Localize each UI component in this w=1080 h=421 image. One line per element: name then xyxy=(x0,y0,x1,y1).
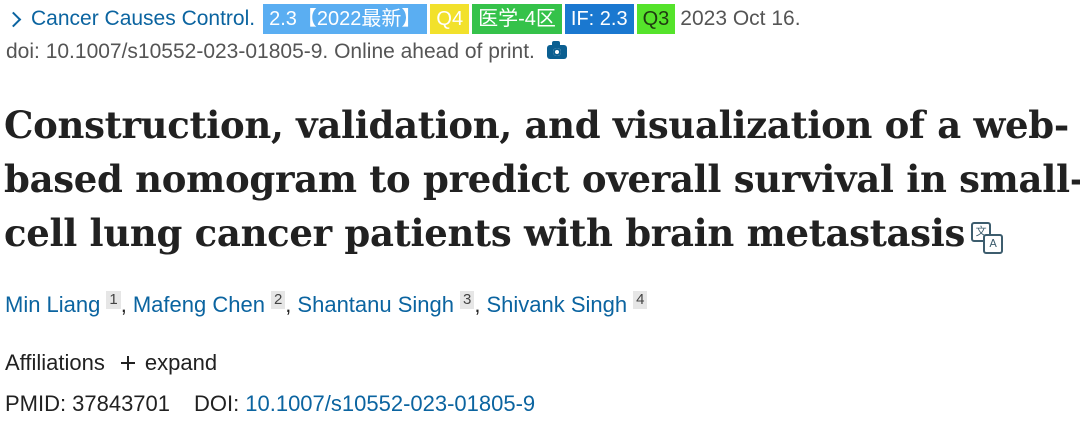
affiliation-number[interactable]: 3 xyxy=(460,291,475,309)
doi-link[interactable]: 10.1007/s10552-023-01805-9 xyxy=(245,391,536,416)
journal-line: Cancer Causes Control. 2.3【2022最新】 Q4 医学… xyxy=(5,4,801,34)
translate-glyph-en: A xyxy=(982,233,1003,254)
citation-doi-line: doi: 10.1007/s10552-023-01805-9. Online … xyxy=(6,40,567,64)
author-link[interactable]: Mafeng Chen xyxy=(132,292,265,317)
camera-icon[interactable] xyxy=(546,41,567,59)
citation-doi-text: doi: 10.1007/s10552-023-01805-9. Online … xyxy=(6,40,535,63)
identifiers: PMID: 37843701 DOI: 10.1007/s10552-023-0… xyxy=(5,391,535,417)
author-list: Min Liang 1 , Mafeng Chen 2 , Shantanu S… xyxy=(5,291,648,318)
author-link[interactable]: Shivank Singh xyxy=(486,292,628,317)
expand-label: expand xyxy=(144,350,218,375)
affiliations-label: Affiliations xyxy=(5,350,105,375)
author-link[interactable]: Shantanu Singh xyxy=(297,292,454,317)
author-separator: , xyxy=(285,292,292,317)
impact-factor-badge: 2.3【2022最新】 xyxy=(263,4,428,34)
affiliation-number[interactable]: 4 xyxy=(633,291,648,309)
publication-date: 2023 Oct 16. xyxy=(680,7,801,30)
title-line: based nomogram to predict overall surviv… xyxy=(4,157,1080,201)
jcr-quartile-badge: Q3 xyxy=(636,4,676,34)
affiliation-number[interactable]: 2 xyxy=(270,291,286,309)
plus-icon xyxy=(120,356,135,370)
chevron-right-icon[interactable] xyxy=(5,11,22,27)
pmid-value: 37843701 xyxy=(72,391,171,416)
affiliation-number[interactable]: 1 xyxy=(106,291,121,309)
title-line-last: cell lung cancer patients with brain met… xyxy=(4,206,1076,260)
pmid-label: PMID: xyxy=(5,391,67,416)
affiliations-toggle[interactable]: Affiliations expand xyxy=(5,350,217,376)
title-line-text: cell lung cancer patients with brain met… xyxy=(4,211,965,255)
cas-zone-badge: 医学-4区 xyxy=(472,4,562,34)
quartile-badge: Q4 xyxy=(430,4,470,34)
author-separator: , xyxy=(474,292,481,317)
doi-label: DOI: xyxy=(194,391,240,416)
author-separator: , xyxy=(120,292,127,317)
if-badge: IF: 2.3 xyxy=(564,4,634,34)
journal-link[interactable]: Cancer Causes Control. xyxy=(31,7,256,30)
article-title: Construction, validation, and visualizat… xyxy=(4,98,1080,260)
author-link[interactable]: Min Liang xyxy=(5,292,101,317)
title-line: Construction, validation, and visualizat… xyxy=(4,103,1069,147)
